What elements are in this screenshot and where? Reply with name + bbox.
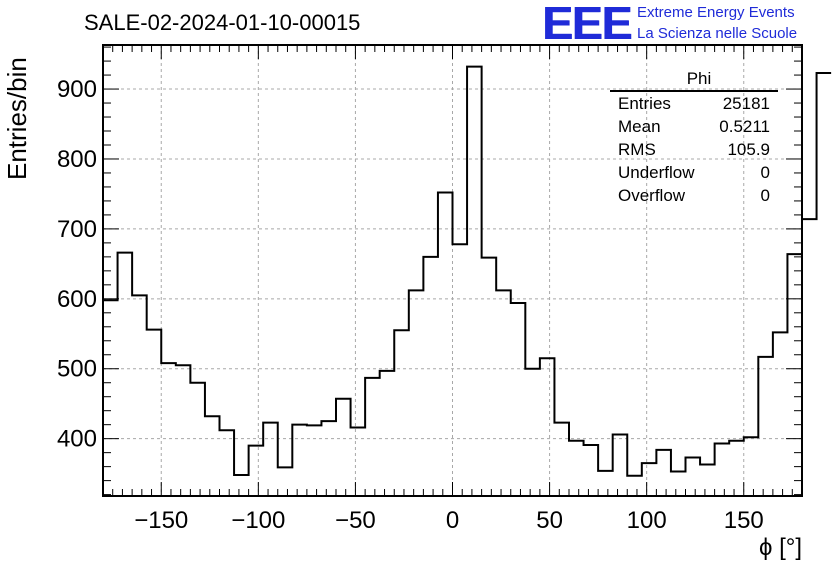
x-tick-label: 50 [536,507,563,534]
x-axis-label: ϕ [°] [758,534,802,561]
x-tick-label: 100 [627,507,667,534]
stats-row-overflow: Overflow 0 [610,184,778,207]
histogram-series [103,65,832,477]
stats-row-mean: Mean 0.5211 [610,115,778,138]
y-tick-labels: 400 500 600 700 800 900 [57,76,97,453]
stats-label: Entries [618,94,671,113]
y-tick-label: 800 [57,146,97,173]
stats-value: 0.5211 [719,117,770,136]
stats-label: Underflow [618,163,695,182]
x-tick-labels: −150 −100 −50 0 50 100 150 [134,507,764,534]
stats-value: 0 [760,186,770,205]
logo-line-2: La Scienza nelle Scuole [637,25,798,42]
x-tick-label: −150 [134,507,188,534]
x-tick-label: −50 [335,507,376,534]
grid-lines [103,45,802,496]
y-tick-label: 400 [57,426,97,453]
chart-title: SALE-02-2024-01-10-00015 [84,10,361,35]
stats-box-title: Phi [610,68,778,92]
stats-row-underflow: Underflow 0 [610,161,778,184]
x-tick-label: −100 [231,507,285,534]
stats-value: 25181 [722,94,770,113]
stats-value: 105.9 [727,140,770,159]
stats-label: RMS [618,140,656,159]
y-axis-label: Entries/bin [2,57,32,180]
stats-row-entries: Entries 25181 [610,92,778,115]
y-tick-label: 700 [57,216,97,243]
logo-line-1: Extreme Energy Events [637,4,795,21]
y-tick-label: 500 [57,356,97,383]
x-tick-label: 150 [724,507,764,534]
stats-box: Phi Entries 25181 Mean 0.5211 RMS 105.9 … [610,68,778,207]
y-tick-label: 600 [57,286,97,313]
eee-logo: EEE [542,0,632,49]
stats-label: Mean [618,117,661,136]
stats-row-rms: RMS 105.9 [610,138,778,161]
stats-value: 0 [760,163,770,182]
axis-ticks [103,45,802,496]
x-tick-label: 0 [446,507,459,534]
y-tick-label: 900 [57,76,97,103]
stats-label: Overflow [618,186,686,205]
